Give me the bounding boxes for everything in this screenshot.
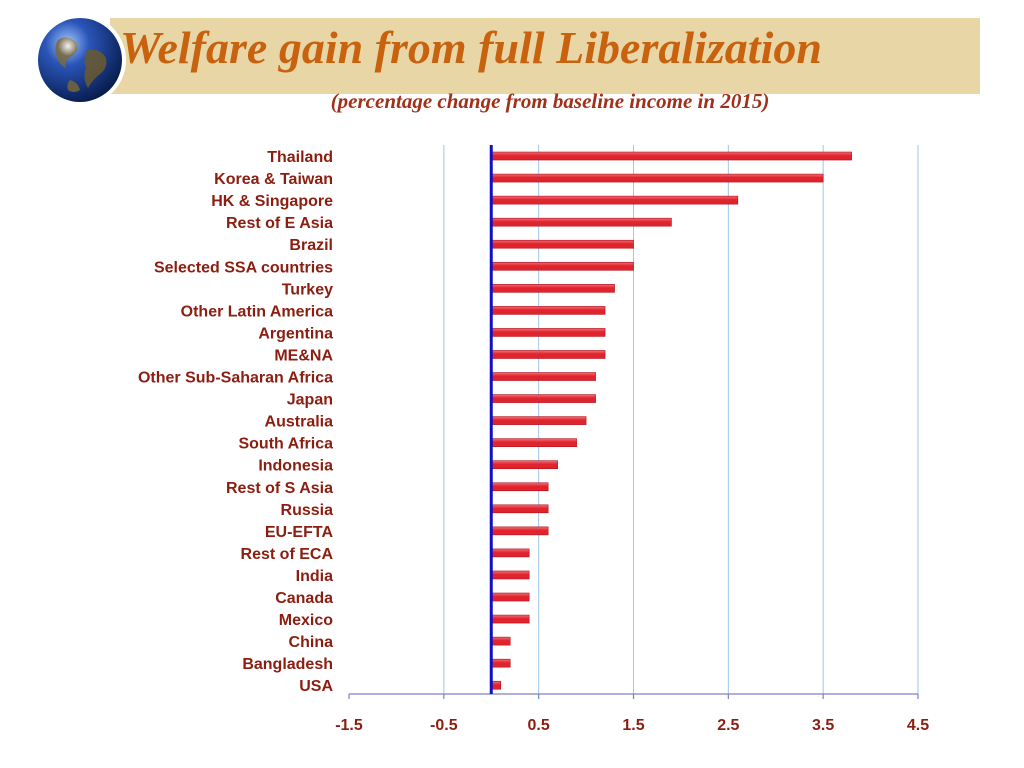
bar (490, 548, 530, 558)
bar (490, 284, 615, 293)
category-label: EU-EFTA (265, 524, 334, 541)
category-labels: Thailand Korea & Taiwan HK & Singapore Rest… (138, 149, 333, 695)
category-label: Argentina (258, 325, 333, 342)
category-label: Russia (281, 502, 334, 519)
bar (490, 394, 596, 403)
bar (490, 504, 549, 514)
category-label: Rest of ECA (241, 546, 334, 563)
category-label: Brazil (289, 237, 333, 254)
bar (490, 614, 530, 624)
category-label: Canada (275, 590, 333, 607)
category-label: HK & Singapore (211, 193, 333, 210)
bar (490, 570, 530, 580)
bar (490, 217, 672, 227)
bar (490, 438, 577, 447)
bar (490, 658, 511, 668)
category-label: Japan (287, 392, 333, 409)
x-tick-label: 4.5 (907, 717, 929, 734)
category-label: Other Sub-Saharan Africa (138, 370, 333, 387)
category-label: Turkey (282, 281, 333, 298)
category-label: Indonesia (258, 458, 333, 475)
globe-icon (34, 14, 126, 106)
bar (490, 636, 511, 646)
x-tick-labels: -1.5 -0.5 0.5 1.5 2.5 3.5 4.5 (335, 717, 929, 734)
bar (490, 526, 549, 536)
page-subtitle: (percentage change from baseline income … (330, 89, 770, 113)
bar (490, 482, 549, 492)
bar (490, 195, 739, 205)
category-label: USA (299, 678, 333, 695)
category-label: Other Latin America (181, 303, 333, 320)
category-label: Rest of E Asia (226, 215, 333, 232)
x-tick-label: 2.5 (717, 717, 739, 734)
x-tick-label: -1.5 (335, 717, 363, 734)
category-label: India (296, 568, 333, 585)
category-label: Selected SSA countries (154, 259, 333, 276)
category-label: South Africa (238, 436, 333, 453)
bar (490, 592, 530, 602)
x-tick-label: -0.5 (430, 717, 458, 734)
axes (348, 145, 919, 699)
category-label: ME&NA (274, 347, 333, 364)
category-label: China (289, 634, 334, 651)
gridlines (443, 145, 919, 694)
category-label: Rest of S Asia (226, 480, 333, 497)
category-label: Thailand (267, 149, 333, 166)
bar (490, 306, 606, 315)
bar (490, 460, 558, 470)
bar (490, 372, 596, 381)
bar (490, 239, 634, 249)
category-label: Australia (265, 414, 334, 431)
bar (490, 350, 606, 359)
bar (490, 173, 824, 183)
title-banner (110, 18, 980, 94)
bars (490, 151, 852, 690)
bar (490, 328, 606, 337)
x-tick-label: 0.5 (528, 717, 550, 734)
page-title: Welfare gain from full Liberalization (120, 22, 822, 73)
category-label: Korea & Taiwan (214, 171, 333, 188)
bar (490, 416, 587, 425)
category-label: Bangladesh (242, 656, 333, 673)
bar (490, 151, 852, 161)
bar (490, 261, 634, 271)
x-tick-label: 3.5 (812, 717, 834, 734)
x-tick-label: 1.5 (622, 717, 644, 734)
category-label: Mexico (279, 612, 333, 629)
